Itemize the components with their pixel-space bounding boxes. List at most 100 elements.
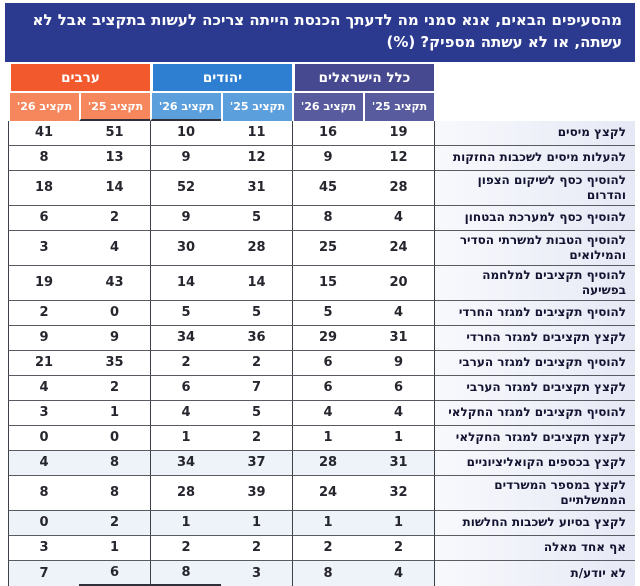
column-group-header: יהודים	[150, 63, 292, 91]
value-cell: 5	[221, 205, 292, 231]
row-label: לקצץ תקציבים למגזר החרדי	[434, 325, 635, 351]
value-cell: 9	[150, 205, 221, 231]
value-cell: 14	[221, 265, 292, 301]
row-label: אף אחד מאלה	[434, 535, 635, 561]
row-label: לקצץ תקציבים למגזר החקלאי	[434, 425, 635, 451]
row-label: להוסיף תקציבים למלחמה בפשיעה	[434, 265, 635, 301]
value-cell: 39	[221, 475, 292, 511]
value-cell: 1	[363, 510, 434, 536]
value-cell: 2	[363, 535, 434, 561]
value-cell: 2	[150, 350, 221, 376]
value-cell: 34	[150, 325, 221, 351]
row-label: לקצץ בכספים הקואליציוניים	[434, 450, 635, 476]
value-cell: 4	[150, 400, 221, 426]
value-cell: 0	[8, 510, 79, 536]
row-label: להוסיף כסף למערכת הבטחון	[434, 205, 635, 231]
value-cell: 52	[150, 170, 221, 206]
row-label: להוסיף תקציבים למגזר החקלאי	[434, 400, 635, 426]
value-cell: 24	[363, 230, 434, 266]
value-cell: 4	[363, 560, 434, 586]
value-cell: 1	[221, 510, 292, 536]
row-label: להוסיף תקציבים למגזר החרדי	[434, 300, 635, 326]
value-cell: 15	[292, 265, 363, 301]
value-cell: 25	[292, 230, 363, 266]
value-cell: 6	[8, 205, 79, 231]
subcolumn-header: תקציב 26'	[8, 90, 79, 121]
value-cell: 5	[221, 300, 292, 326]
value-cell: 51	[79, 120, 150, 146]
value-cell: 11	[221, 120, 292, 146]
value-cell: 7	[8, 560, 79, 586]
value-cell: 2	[221, 535, 292, 561]
value-cell: 6	[363, 375, 434, 401]
value-cell: 9	[363, 350, 434, 376]
value-cell: 10	[150, 120, 221, 146]
value-cell: 4	[363, 400, 434, 426]
value-cell: 1	[150, 425, 221, 451]
value-cell: 0	[8, 425, 79, 451]
value-cell: 2	[79, 205, 150, 231]
row-label: להעלות מיסים לשכבות החזקות	[434, 145, 635, 171]
value-cell: 24	[292, 475, 363, 511]
subcolumn-header: תקציב 26'	[150, 90, 221, 121]
value-cell: 2	[79, 510, 150, 536]
value-cell: 8	[292, 205, 363, 231]
value-cell: 0	[79, 300, 150, 326]
value-cell: 9	[292, 145, 363, 171]
value-cell: 31	[363, 450, 434, 476]
value-cell: 41	[8, 120, 79, 146]
value-cell: 4	[8, 450, 79, 476]
value-cell: 30	[150, 230, 221, 266]
value-cell: 6	[292, 350, 363, 376]
value-cell: 6	[292, 375, 363, 401]
value-cell: 4	[363, 300, 434, 326]
value-cell: 28	[221, 230, 292, 266]
value-cell: 2	[150, 535, 221, 561]
value-cell: 3	[221, 560, 292, 586]
value-cell: 3	[8, 535, 79, 561]
value-cell: 8	[150, 560, 221, 586]
value-cell: 37	[221, 450, 292, 476]
value-cell: 12	[363, 145, 434, 171]
value-cell: 9	[79, 325, 150, 351]
value-cell: 34	[150, 450, 221, 476]
row-label: להוסיף כסף לשיקום הצפון והדרום	[434, 170, 635, 206]
value-cell: 21	[8, 350, 79, 376]
value-cell: 4	[363, 205, 434, 231]
row-label: לקצץ במספר המשרדים הממשלתיים	[434, 475, 635, 511]
header-spacer	[434, 91, 635, 121]
row-label: להוסיף הטבות למשרתי הסדיר והמילואים	[434, 230, 635, 266]
subcolumn-header: תקציב 25'	[79, 90, 150, 121]
value-cell: 12	[221, 145, 292, 171]
value-cell: 13	[79, 145, 150, 171]
value-cell: 2	[292, 535, 363, 561]
value-cell: 8	[79, 475, 150, 511]
value-cell: 5	[150, 300, 221, 326]
value-cell: 8	[8, 145, 79, 171]
value-cell: 1	[292, 425, 363, 451]
value-cell: 14	[150, 265, 221, 301]
value-cell: 19	[8, 265, 79, 301]
value-cell: 8	[79, 450, 150, 476]
value-cell: 28	[292, 450, 363, 476]
subcolumn-header: תקציב 25'	[221, 90, 292, 121]
row-label: להוסיף תקציבים למגזר הערבי	[434, 350, 635, 376]
value-cell: 45	[292, 170, 363, 206]
value-cell: 5	[221, 400, 292, 426]
value-cell: 2	[8, 300, 79, 326]
value-cell: 28	[150, 475, 221, 511]
value-cell: 19	[363, 120, 434, 146]
value-cell: 20	[363, 265, 434, 301]
row-label: לקצץ בסיוע לשכבות החלשות	[434, 510, 635, 536]
column-group-header: ערבים	[8, 63, 150, 91]
value-cell: 31	[221, 170, 292, 206]
value-cell: 36	[221, 325, 292, 351]
value-cell: 35	[79, 350, 150, 376]
subcolumn-header: תקציב 26'	[292, 90, 363, 121]
column-group-header: כלל הישראלים	[292, 63, 434, 91]
value-cell: 31	[363, 325, 434, 351]
value-cell: 1	[150, 510, 221, 536]
value-cell: 32	[363, 475, 434, 511]
row-label: לקצץ מיסים	[434, 120, 635, 146]
value-cell: 18	[8, 170, 79, 206]
